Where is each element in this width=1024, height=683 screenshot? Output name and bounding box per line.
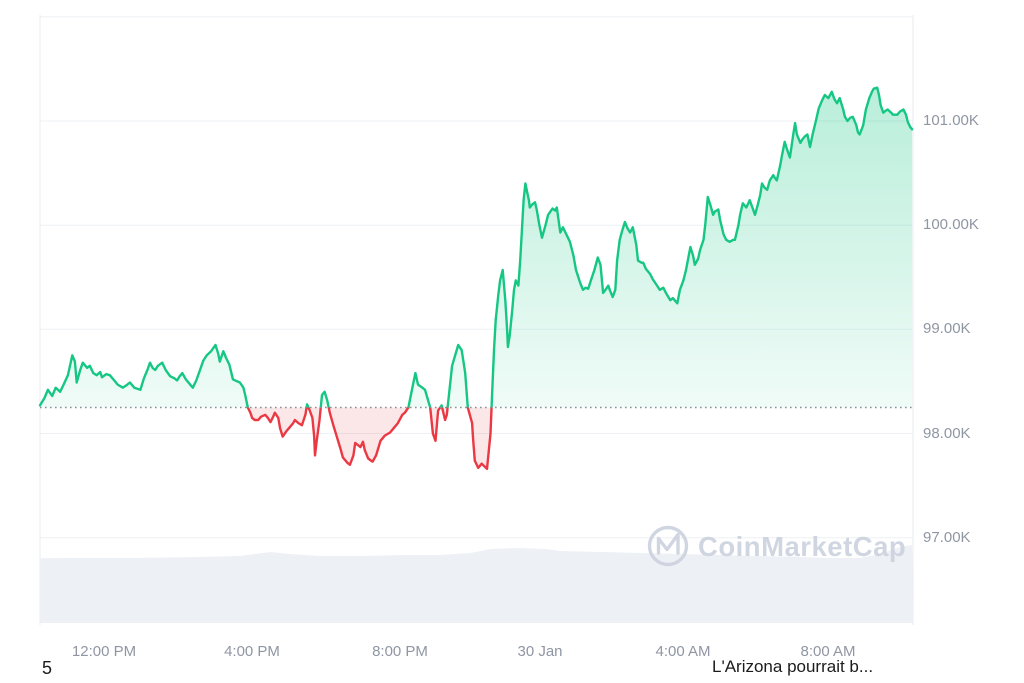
- watermark: CoinMarketCap: [647, 525, 906, 567]
- x-axis-tick-label: 30 Jan: [517, 643, 563, 660]
- watermark-text: CoinMarketCap: [698, 531, 906, 562]
- y-axis-tick-label: 98.00K: [923, 425, 971, 442]
- x-axis-tick-label: 4:00 PM: [224, 643, 280, 660]
- coinmarketcap-logo-m-icon: [656, 532, 680, 555]
- price-area-up: [40, 87, 913, 408]
- price-area-down: [40, 407, 913, 469]
- x-axis-tick-label: 8:00 PM: [372, 643, 428, 660]
- y-axis-tick-label: 100.00K: [923, 216, 979, 233]
- y-axis-tick-label: 97.00K: [923, 529, 971, 546]
- x-axis-tick-label: 8:00 AM: [800, 643, 856, 660]
- y-axis-tick-label: 101.00K: [923, 112, 979, 129]
- price-line-up: [38, 86, 914, 408]
- page-number-text: 5: [42, 658, 53, 678]
- volume-band: [40, 545, 913, 623]
- x-axis-tick-label: 12:00 PM: [71, 643, 137, 660]
- y-axis-tick-label: 99.00K: [923, 320, 971, 337]
- news-headline-link[interactable]: L'Arizona pourrait b...: [712, 657, 874, 676]
- coinmarketcap-logo-icon: [647, 525, 689, 567]
- x-axis-tick-label: 4:00 AM: [655, 643, 711, 660]
